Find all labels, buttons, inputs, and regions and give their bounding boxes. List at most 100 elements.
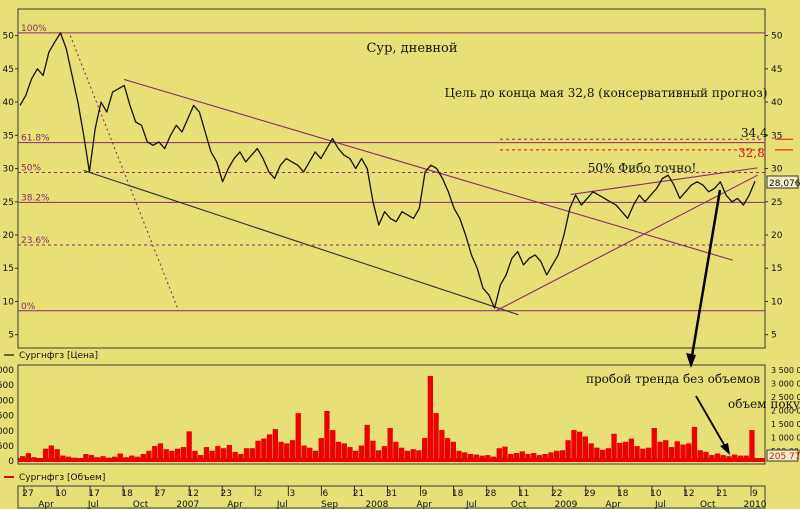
volume-bar (714, 453, 721, 462)
volume-bar (192, 450, 198, 462)
x-tick-month: 2008 (365, 500, 388, 509)
x-tick-month: Apr (38, 500, 54, 509)
x-tick-day: 18 (121, 489, 133, 499)
y-tick-label-right: 20 (771, 231, 783, 241)
volume-bar (427, 375, 433, 462)
y-tick-label-left: 20 (3, 231, 15, 241)
volume-bar (54, 449, 60, 462)
volume-bar (266, 434, 273, 462)
volume-bar (353, 450, 359, 462)
last-price-badge (766, 175, 799, 189)
y-tick-label-left: 45 (3, 65, 14, 75)
volume-bar (175, 448, 181, 462)
x-tick-month: Sep (321, 500, 338, 509)
time-axis-frame (17, 485, 766, 509)
x-tick-month: Apr (416, 500, 432, 509)
volume-bar (146, 450, 152, 462)
volume-bar (697, 450, 703, 462)
last-volume-label: 205 775 (769, 452, 800, 462)
volume-arrow (695, 395, 730, 455)
volume-bar (284, 443, 290, 462)
volume-bar (577, 431, 583, 462)
volume-bar (318, 438, 324, 462)
volume-bar (387, 428, 393, 462)
x-tick-month: Oct (700, 500, 716, 509)
volume-bar (341, 443, 347, 462)
volume-bar (565, 440, 571, 462)
volume-y-tick-right: 3 500 000 (771, 366, 800, 375)
volume-bar (548, 452, 554, 462)
x-tick-month: Apr (227, 500, 243, 509)
volume-bar (43, 448, 49, 462)
volume-bar (749, 430, 755, 462)
volume-bar (594, 447, 600, 462)
x-tick-day: 12 (683, 489, 694, 499)
y-tick-label-left: 35 (3, 131, 14, 141)
volume-bar (301, 445, 307, 462)
x-tick-day: 11 (518, 489, 529, 499)
x-tick-day: 21 (716, 489, 727, 499)
volume-bar (25, 453, 31, 462)
x-tick-day: 29 (584, 489, 596, 499)
volume-bar (307, 447, 313, 462)
volume-bar (163, 449, 169, 462)
x-tick-day: 18 (617, 489, 629, 499)
volume-bar (519, 451, 525, 462)
volume-bar (513, 453, 520, 462)
volume-bar (272, 429, 278, 462)
x-tick-day: 10 (55, 489, 67, 499)
volume-bar (180, 447, 187, 462)
volume-y-tick-right: 1 500 000 (771, 420, 800, 429)
x-tick-day: 9 (422, 489, 428, 499)
volume-y-tick-right: 1 000 000 (771, 434, 800, 443)
x-tick-day: 3 (289, 489, 295, 499)
volume-bar (450, 441, 456, 462)
x-tick-month: 2007 (176, 500, 199, 509)
price-legend: Сургнфгз [Цена] (19, 351, 98, 361)
y-tick-label-right: 40 (771, 98, 783, 108)
volume-bar (48, 445, 54, 462)
y-tick-label-right: 25 (771, 198, 782, 208)
volume-bar (249, 448, 255, 462)
volume-bar (226, 445, 232, 462)
volume-bar (502, 446, 508, 462)
volume-y-tick-left: 0 (8, 457, 14, 467)
volume-bar (439, 430, 445, 462)
annotation-target: Цель до конца мая 32,8 (консервативный п… (445, 86, 768, 100)
volume-bar (582, 436, 588, 462)
volume-y-tick-right: 3 000 000 (771, 380, 800, 389)
volume-bar (221, 448, 227, 462)
volume-bar (657, 441, 663, 462)
x-tick-day: 28 (485, 489, 497, 499)
y-tick-label-left: 50 (3, 32, 15, 42)
fib-level-label: 38.2% (21, 193, 50, 203)
y-tick-label-left: 5 (8, 331, 14, 341)
volume-legend: Сургнфгз [Объем] (19, 473, 105, 483)
y-tick-label-left: 30 (3, 165, 15, 175)
volume-baseline (18, 458, 765, 462)
price-line (19, 32, 756, 309)
level-label-high: 34,4 (741, 126, 768, 140)
x-tick-day: 27 (22, 489, 33, 499)
volume-bar (232, 451, 238, 462)
x-tick-day: 9 (752, 489, 758, 499)
volume-bar (456, 450, 462, 462)
volume-bar (347, 447, 353, 462)
volume-bar (600, 449, 606, 462)
volume-bar (289, 440, 296, 462)
chart-title: Сур, дневной (366, 41, 457, 56)
y-tick-label-right: 15 (771, 264, 782, 274)
price-series (19, 32, 756, 309)
trendline (495, 174, 758, 312)
volume-bar (668, 447, 675, 462)
volume-bar (278, 441, 284, 462)
x-tick-day: 31 (386, 489, 397, 499)
volume-bar (370, 440, 376, 462)
breakout-arrow (686, 189, 722, 368)
x-tick-month: Oct (133, 500, 149, 509)
volume-bar (324, 411, 330, 462)
